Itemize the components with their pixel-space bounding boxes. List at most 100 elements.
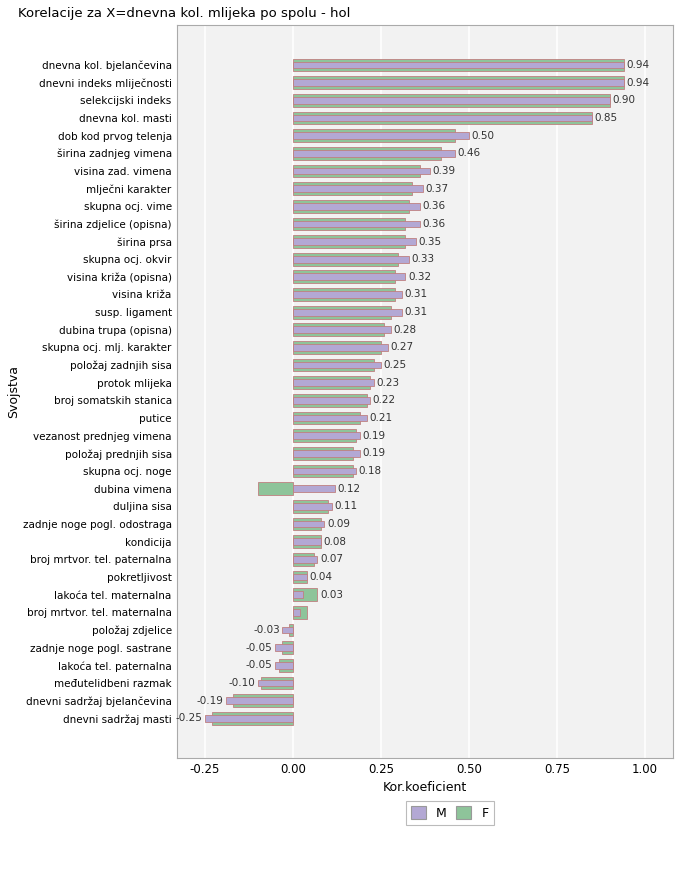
Bar: [293, 238, 416, 245]
Bar: [258, 680, 293, 687]
Bar: [279, 659, 293, 672]
Bar: [293, 503, 332, 510]
Bar: [293, 217, 405, 230]
Bar: [293, 327, 392, 333]
Bar: [293, 412, 360, 424]
Bar: [293, 289, 395, 301]
Bar: [293, 429, 356, 442]
Bar: [293, 291, 402, 298]
Text: 0.33: 0.33: [411, 254, 435, 264]
Bar: [293, 415, 367, 421]
Bar: [293, 182, 413, 195]
Bar: [293, 202, 420, 209]
Bar: [293, 359, 374, 371]
Text: 0.19: 0.19: [362, 448, 386, 459]
Bar: [293, 306, 392, 319]
Text: 0.90: 0.90: [612, 96, 635, 105]
Bar: [293, 447, 353, 460]
Bar: [293, 518, 321, 530]
Bar: [293, 274, 405, 280]
Bar: [205, 715, 293, 721]
Bar: [293, 185, 423, 192]
Text: 0.21: 0.21: [369, 413, 392, 423]
Bar: [275, 644, 293, 651]
Text: 0.22: 0.22: [373, 395, 396, 406]
Bar: [275, 662, 293, 668]
Text: 0.19: 0.19: [362, 431, 386, 441]
Bar: [293, 556, 318, 563]
Bar: [289, 624, 293, 636]
Bar: [293, 235, 405, 248]
Bar: [293, 433, 360, 439]
Text: -0.03: -0.03: [253, 625, 279, 635]
Bar: [293, 342, 381, 354]
Text: 0.46: 0.46: [457, 149, 480, 158]
Bar: [293, 94, 610, 107]
Bar: [293, 397, 370, 404]
Text: 0.94: 0.94: [626, 60, 649, 70]
Text: -0.10: -0.10: [228, 678, 255, 688]
Text: 0.07: 0.07: [320, 554, 343, 564]
Bar: [226, 697, 293, 704]
Bar: [293, 270, 395, 283]
Text: -0.05: -0.05: [246, 643, 273, 653]
Text: 0.31: 0.31: [405, 289, 428, 300]
Bar: [293, 168, 430, 175]
Bar: [293, 588, 318, 601]
Bar: [293, 465, 353, 477]
Text: Korelacije za X=dnevna kol. mlijeka po spolu - hol: Korelacije za X=dnevna kol. mlijeka po s…: [18, 7, 350, 20]
Text: 0.39: 0.39: [432, 166, 456, 176]
Bar: [293, 500, 328, 513]
Text: 0.94: 0.94: [626, 77, 649, 88]
Y-axis label: Svojstva: Svojstva: [7, 365, 20, 418]
Text: -0.25: -0.25: [175, 713, 202, 723]
Text: 0.36: 0.36: [422, 219, 445, 229]
Bar: [261, 677, 293, 689]
Text: 0.11: 0.11: [334, 501, 357, 511]
Legend: M, F: M, F: [406, 801, 494, 825]
Bar: [293, 362, 381, 368]
Bar: [293, 76, 624, 89]
Bar: [293, 606, 307, 619]
Text: 0.50: 0.50: [471, 130, 494, 141]
Bar: [293, 323, 384, 336]
Bar: [293, 571, 307, 583]
Bar: [293, 344, 388, 351]
Text: 0.36: 0.36: [422, 202, 445, 211]
Text: -0.05: -0.05: [246, 660, 273, 670]
Bar: [293, 129, 455, 142]
Text: 0.31: 0.31: [405, 307, 428, 317]
Bar: [293, 149, 455, 156]
Text: 0.25: 0.25: [384, 360, 407, 370]
Bar: [293, 394, 367, 407]
Text: 0.08: 0.08: [324, 537, 346, 547]
Bar: [293, 535, 321, 548]
Bar: [293, 521, 324, 527]
Bar: [258, 482, 293, 495]
Text: 0.04: 0.04: [309, 572, 333, 582]
Bar: [293, 97, 610, 103]
Bar: [293, 468, 356, 474]
X-axis label: Kor.koeficient: Kor.koeficient: [383, 781, 467, 794]
Text: 0.35: 0.35: [418, 236, 441, 247]
Text: 0.03: 0.03: [320, 590, 343, 600]
Bar: [293, 255, 409, 262]
Text: 0.32: 0.32: [408, 272, 431, 282]
Bar: [282, 641, 293, 654]
Text: -0.19: -0.19: [197, 695, 224, 706]
Text: 0.12: 0.12: [337, 484, 360, 494]
Text: 0.23: 0.23: [376, 378, 399, 388]
Bar: [293, 609, 300, 616]
Bar: [293, 164, 420, 177]
Bar: [293, 380, 374, 386]
Bar: [293, 539, 321, 545]
Bar: [293, 450, 360, 457]
Bar: [293, 553, 314, 566]
Bar: [293, 132, 469, 139]
Bar: [293, 308, 402, 315]
Bar: [293, 58, 624, 71]
Bar: [211, 712, 293, 725]
Bar: [293, 591, 303, 598]
Bar: [293, 574, 307, 580]
Text: 0.28: 0.28: [394, 325, 417, 335]
